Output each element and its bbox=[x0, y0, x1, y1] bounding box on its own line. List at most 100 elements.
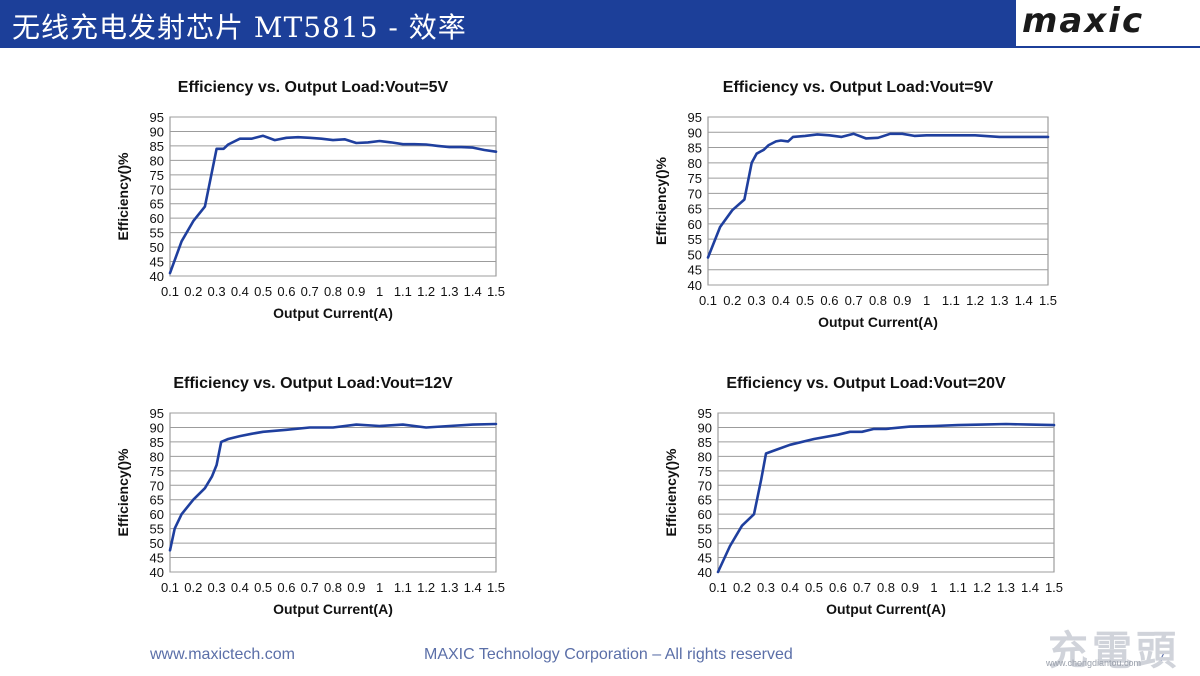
y-tick-label: 45 bbox=[698, 551, 712, 566]
y-tick-label: 95 bbox=[150, 406, 164, 421]
y-tick-label: 50 bbox=[688, 247, 702, 262]
x-tick-label: 1.3 bbox=[997, 580, 1015, 595]
plot-area bbox=[717, 412, 1055, 573]
chart-title: Efficiency vs. Output Load:Vout=12V bbox=[173, 375, 453, 392]
x-tick-label: 0.5 bbox=[796, 293, 814, 308]
y-tick-label: 90 bbox=[698, 420, 712, 435]
footer-company: MAXIC Technology Corporation – All right… bbox=[424, 646, 793, 663]
x-tick-label: 1 bbox=[376, 580, 383, 595]
x-tick-label: 0.2 bbox=[184, 284, 202, 299]
y-tick-label: 95 bbox=[150, 110, 164, 125]
x-axis-label: Output Current(A) bbox=[273, 601, 393, 617]
y-tick-label: 55 bbox=[150, 226, 164, 241]
plot-area bbox=[707, 116, 1049, 286]
y-tick-label: 90 bbox=[688, 125, 702, 140]
x-tick-label: 0.7 bbox=[853, 580, 871, 595]
y-tick-label: 75 bbox=[698, 464, 712, 479]
chart-vout-20v: Efficiency vs. Output Load:Vout=20V 40 45 5… bbox=[656, 368, 1066, 624]
y-tick-label: 65 bbox=[688, 202, 702, 217]
y-axis-label: Efficiency()% bbox=[115, 152, 131, 240]
footer-website: www.maxictech.com bbox=[150, 646, 295, 663]
y-tick-label: 90 bbox=[150, 420, 164, 435]
header-divider bbox=[0, 46, 1200, 48]
y-tick-label: 50 bbox=[698, 536, 712, 551]
y-axis-label: Efficiency()% bbox=[653, 156, 669, 244]
y-tick-label: 60 bbox=[698, 507, 712, 522]
x-tick-label: 1.5 bbox=[487, 284, 505, 299]
x-tick-label: 0.3 bbox=[208, 580, 226, 595]
x-tick-label: 0.1 bbox=[161, 284, 179, 299]
y-tick-label: 40 bbox=[150, 269, 164, 284]
x-tick-label: 0.5 bbox=[254, 580, 272, 595]
x-tick-label: 0.4 bbox=[772, 293, 790, 308]
x-tick-label: 0.6 bbox=[277, 580, 295, 595]
y-tick-label: 70 bbox=[688, 186, 702, 201]
x-tick-label: 0.8 bbox=[324, 580, 342, 595]
company-logo: maxic bbox=[1016, 0, 1200, 46]
y-tick-label: 75 bbox=[150, 464, 164, 479]
y-tick-label: 70 bbox=[150, 182, 164, 197]
y-tick-label: 40 bbox=[688, 278, 702, 293]
y-tick-label: 60 bbox=[150, 211, 164, 226]
y-tick-label: 70 bbox=[150, 478, 164, 493]
y-tick-label: 40 bbox=[698, 565, 712, 580]
x-tick-label: 0.4 bbox=[781, 580, 799, 595]
x-tick-label: 0.4 bbox=[231, 284, 249, 299]
x-tick-label: 0.4 bbox=[231, 580, 249, 595]
x-tick-label: 1.2 bbox=[966, 293, 984, 308]
chart-title: Efficiency vs. Output Load:Vout=5V bbox=[178, 79, 449, 96]
header-bar: 无线充电发射芯片 MT5815 - 效率 maxic bbox=[0, 0, 1200, 46]
plot-area bbox=[169, 412, 497, 573]
x-tick-label: 0.6 bbox=[829, 580, 847, 595]
y-tick-label: 50 bbox=[150, 240, 164, 255]
x-tick-label: 0.1 bbox=[699, 293, 717, 308]
x-tick-label: 1.4 bbox=[1021, 580, 1039, 595]
x-tick-label: 1.5 bbox=[1039, 293, 1057, 308]
y-tick-label: 80 bbox=[688, 156, 702, 171]
x-tick-label: 1 bbox=[376, 284, 383, 299]
y-tick-label: 65 bbox=[150, 493, 164, 508]
x-tick-label: 1.3 bbox=[440, 284, 458, 299]
x-tick-label: 1.5 bbox=[487, 580, 505, 595]
y-tick-label: 55 bbox=[150, 522, 164, 537]
chart-svg: Efficiency vs. Output Load:Vout=12V40455… bbox=[115, 375, 505, 617]
y-tick-label: 95 bbox=[698, 406, 712, 421]
x-tick-label: 0.1 bbox=[161, 580, 179, 595]
y-tick-label: 60 bbox=[150, 507, 164, 522]
watermark-logo: 充電頭 www.chongdiantou.com bbox=[1046, 618, 1196, 674]
x-tick-label: 0.8 bbox=[869, 293, 887, 308]
x-tick-label: 0.2 bbox=[184, 580, 202, 595]
x-tick-label: 0.9 bbox=[347, 284, 365, 299]
x-tick-label: 0.9 bbox=[901, 580, 919, 595]
y-tick-label: 85 bbox=[688, 141, 702, 156]
series-line bbox=[716, 422, 1056, 574]
chart-svg: Efficiency vs. Output Load:Vout=9V 404550… bbox=[653, 79, 1057, 330]
logo-text: maxic bbox=[1022, 1, 1145, 41]
y-axis-label: Efficiency()% bbox=[663, 448, 679, 536]
x-tick-label: 1 bbox=[930, 580, 937, 595]
y-tick-label: 45 bbox=[150, 255, 164, 270]
x-tick-label: 1.1 bbox=[394, 284, 412, 299]
x-tick-label: 0.8 bbox=[324, 284, 342, 299]
y-tick-label: 55 bbox=[698, 522, 712, 537]
x-tick-label: 0.6 bbox=[277, 284, 295, 299]
y-tick-label: 40 bbox=[150, 565, 164, 580]
y-tick-label: 80 bbox=[150, 449, 164, 464]
x-tick-label: 1 bbox=[923, 293, 930, 308]
x-tick-label: 1.3 bbox=[440, 580, 458, 595]
x-tick-label: 1.2 bbox=[973, 580, 991, 595]
y-tick-label: 90 bbox=[150, 124, 164, 139]
x-tick-label: 0.9 bbox=[893, 293, 911, 308]
x-tick-label: 0.3 bbox=[208, 284, 226, 299]
x-tick-label: 0.6 bbox=[820, 293, 838, 308]
y-tick-label: 55 bbox=[688, 232, 702, 247]
x-tick-label: 1.3 bbox=[990, 293, 1008, 308]
x-tick-label: 0.5 bbox=[805, 580, 823, 595]
y-tick-label: 85 bbox=[150, 435, 164, 450]
watermark-url: www.chongdiantou.com bbox=[1046, 658, 1142, 668]
y-tick-label: 85 bbox=[150, 139, 164, 154]
slide-title: 无线充电发射芯片 MT5815 - 效率 bbox=[12, 11, 467, 44]
y-tick-label: 75 bbox=[150, 168, 164, 183]
chart-title: Efficiency vs. Output Load:Vout=9V bbox=[723, 79, 994, 96]
chart-vout-12v: Efficiency vs. Output Load:Vout=12V 40 45 5… bbox=[108, 368, 508, 624]
